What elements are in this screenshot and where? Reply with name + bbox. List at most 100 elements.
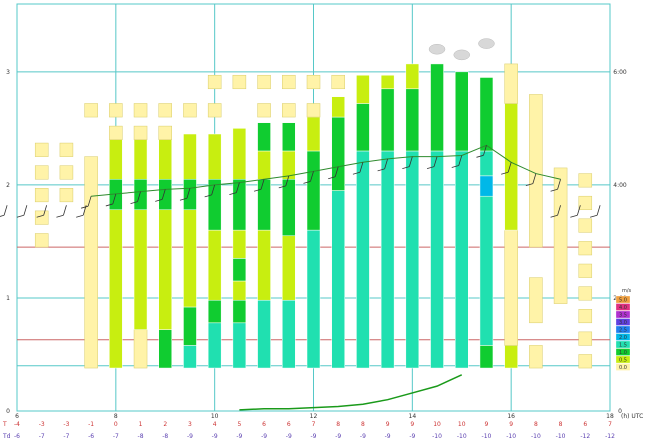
td-value: -9 — [311, 433, 317, 440]
column-segment — [257, 178, 271, 231]
column-segment — [232, 178, 247, 231]
column-segment — [479, 195, 494, 346]
column-segment — [59, 165, 74, 180]
barb-staff — [87, 196, 92, 207]
y-left-tick-label: 2 — [6, 182, 10, 189]
legend-label: 1.5 — [619, 343, 627, 349]
wind-barb — [76, 205, 87, 218]
wind-barb — [525, 173, 537, 186]
barb-staff — [557, 179, 561, 190]
column-segment — [504, 63, 518, 104]
column-segment — [282, 122, 296, 152]
t-value: 8 — [361, 421, 365, 428]
legend-swatch — [615, 310, 631, 319]
barb-flag — [0, 214, 5, 217]
wind-barb — [278, 175, 290, 189]
t-value: 5 — [237, 421, 241, 428]
column-segment — [133, 103, 148, 118]
wind-barb — [16, 205, 28, 218]
wind-barb — [56, 205, 67, 218]
column-segment — [59, 188, 74, 203]
column-segment — [331, 190, 345, 369]
td-value: -9 — [335, 433, 341, 440]
column-segment — [257, 74, 271, 90]
column-segment — [306, 150, 321, 231]
column-segment — [158, 103, 172, 118]
td-value: -9 — [409, 433, 415, 440]
column-segment — [34, 210, 49, 225]
column-segment — [183, 306, 197, 346]
t-value: 9 — [509, 421, 513, 428]
wind-barb — [501, 162, 512, 175]
y-left-tick-label: 3 — [6, 69, 10, 76]
legend-label: 3.5 — [619, 313, 627, 319]
cloud-marker — [453, 49, 470, 61]
t-value: -4 — [14, 421, 20, 428]
column-segment — [578, 173, 593, 188]
wind-barb — [130, 191, 141, 205]
td-value: -9 — [212, 433, 218, 440]
barb-staff — [433, 156, 438, 167]
column-segment — [133, 139, 148, 180]
column-segment — [331, 74, 345, 90]
legend-label: 2.0 — [619, 335, 627, 341]
barb-flag — [550, 188, 558, 192]
legend-label: 1.0 — [619, 350, 627, 356]
column-segment — [306, 103, 321, 118]
column-segment — [529, 277, 543, 324]
column-segment — [331, 116, 345, 191]
column-segment — [34, 188, 49, 203]
td-value: -7 — [63, 433, 69, 440]
barb-staff — [384, 158, 389, 170]
wind-barb — [426, 156, 438, 170]
column-segment — [578, 218, 593, 233]
t-value: 8 — [559, 421, 563, 428]
column-segment — [232, 229, 247, 259]
column-segment — [232, 299, 247, 324]
column-segment — [282, 103, 296, 118]
column-segment — [306, 74, 321, 90]
column-segment — [578, 241, 593, 256]
t-value: 6 — [287, 421, 291, 428]
legend-label: 0.5 — [619, 358, 627, 364]
column-segment — [207, 178, 222, 231]
td-value: -10 — [531, 433, 541, 440]
column-segment — [405, 63, 420, 90]
barb-staff — [334, 166, 339, 177]
column-segment — [578, 331, 593, 346]
y-left-tick-label: 1 — [6, 295, 10, 302]
column-segment — [158, 329, 172, 369]
td-value: -6 — [88, 433, 94, 440]
wind-barb — [328, 166, 339, 180]
column-segment — [133, 209, 148, 330]
wind-barb — [36, 205, 48, 218]
column-segment — [133, 178, 148, 211]
barb-flag — [204, 194, 212, 198]
column-segment — [232, 128, 247, 180]
column-segment — [455, 150, 469, 369]
column-segment — [207, 299, 222, 324]
column-segment — [479, 175, 494, 197]
column-segment — [257, 122, 271, 152]
column-segment — [356, 74, 370, 104]
column-segment — [455, 71, 469, 152]
td-value: -9 — [360, 433, 366, 440]
bottom-curve-path — [239, 374, 463, 411]
column-segment — [529, 94, 543, 248]
column-segment — [504, 229, 518, 346]
wind-barb — [570, 205, 581, 218]
column-segment — [356, 103, 370, 152]
barb-staff — [211, 184, 216, 196]
column-segment — [257, 229, 271, 301]
column-segment — [430, 150, 444, 369]
wind-barb — [0, 205, 8, 217]
column-segment — [331, 96, 345, 118]
column-segment — [59, 142, 74, 157]
td-value: -9 — [236, 433, 242, 440]
barb-flag — [377, 168, 385, 172]
column-segment — [183, 345, 197, 369]
legend-label: 0.0 — [619, 365, 627, 371]
td-value: -10 — [482, 433, 492, 440]
column-segment — [109, 125, 123, 140]
wind-barb — [402, 156, 413, 170]
